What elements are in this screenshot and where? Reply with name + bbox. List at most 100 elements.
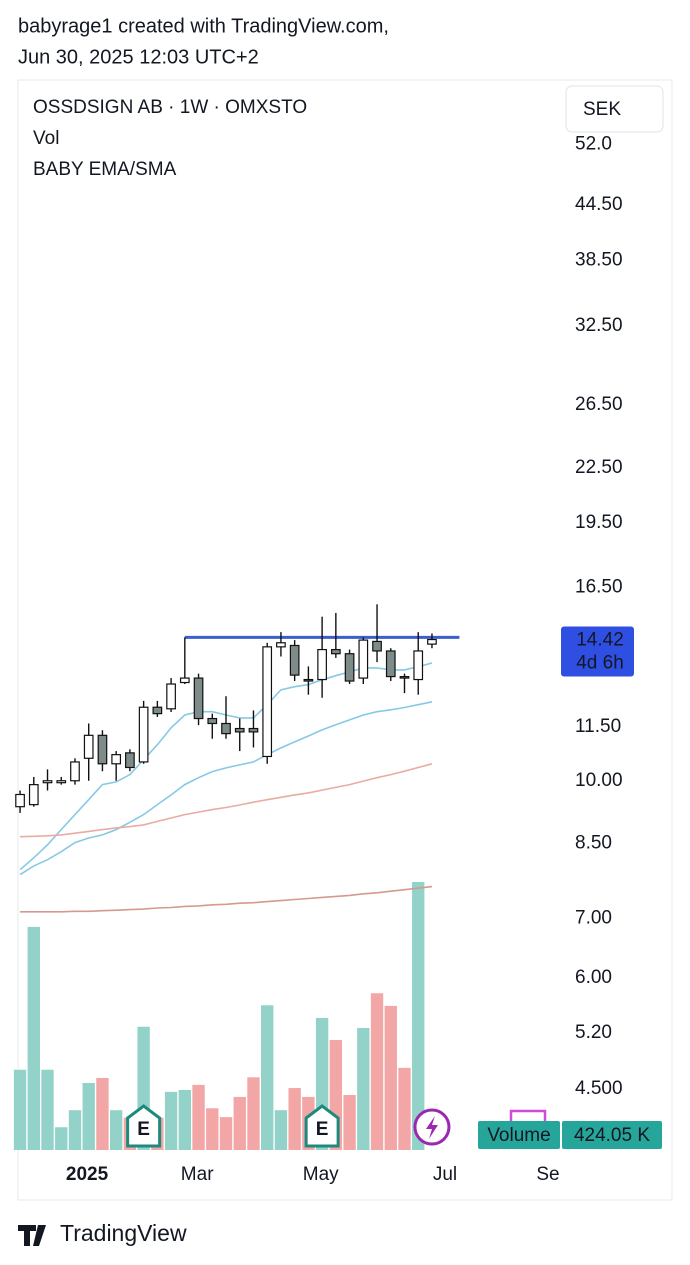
event-label: E [137, 1119, 150, 1140]
volume-bar [206, 1108, 219, 1150]
event-icon [126, 1104, 162, 1148]
candle-body [372, 640, 382, 652]
volume-bar [109, 1110, 123, 1150]
candle-body [303, 678, 314, 682]
volume-name-box [478, 1121, 560, 1149]
y-tick-label: 16.50 [575, 577, 623, 598]
candle-body [111, 754, 122, 765]
volume-bar [288, 1088, 301, 1150]
y-tick-label: 10.00 [575, 770, 623, 791]
y-tick-label: 38.50 [575, 250, 623, 271]
volume-bar [370, 993, 384, 1150]
candle-body [344, 653, 355, 682]
candle-body [125, 752, 135, 769]
candle-body [413, 650, 424, 681]
x-tick-label: Se [536, 1164, 559, 1185]
candle-body [248, 727, 259, 733]
x-tick-label: 2025 [66, 1164, 109, 1185]
candle-body [42, 780, 53, 784]
y-tick-label: 26.50 [575, 394, 623, 415]
logo-icon [18, 1225, 46, 1246]
candle-body [262, 646, 273, 758]
volume-name: Volume [487, 1125, 550, 1146]
candle-body [399, 675, 410, 679]
candle-body [385, 650, 396, 678]
volume-bar [27, 926, 40, 1150]
y-tick-label: 6.00 [575, 967, 612, 988]
candle-body [358, 639, 369, 679]
y-tick-label: 44.50 [575, 194, 623, 215]
brand: TradingView [60, 1220, 187, 1246]
volume-bar [398, 1067, 411, 1150]
candle-body [83, 734, 94, 759]
candle-body [166, 683, 176, 710]
volume-bar [192, 1084, 205, 1150]
candle-body [207, 717, 218, 725]
candle-body [97, 734, 108, 765]
y-tick-label: 52.0 [575, 134, 612, 155]
legend-line: BABY EMA/SMA [33, 159, 177, 180]
volume-bar [178, 1089, 191, 1150]
candle-body [193, 677, 204, 720]
volume-bar [261, 1005, 274, 1150]
y-tick-label: 7.00 [575, 907, 612, 928]
header-line: babyrage1 created with TradingView.com, [18, 15, 389, 37]
volume-bar [384, 1005, 397, 1150]
y-tick-label: 22.50 [575, 457, 623, 478]
countdown: 4d 6h [576, 653, 624, 674]
volume-bar [96, 1077, 109, 1150]
y-tick-label: 11.50 [575, 716, 621, 737]
candle-body [234, 727, 245, 733]
chart-frame [17, 79, 673, 1201]
candle-body [70, 761, 80, 782]
candle-body [179, 677, 190, 684]
volume-bar [343, 1095, 356, 1150]
y-tick-label: 32.50 [575, 315, 623, 336]
dividend-bolt [425, 1116, 438, 1139]
candle-body [289, 644, 300, 676]
x-tick-label: Mar [181, 1164, 214, 1185]
volume-bar [274, 1110, 288, 1150]
volume-value: 424.05 K [574, 1125, 650, 1146]
volume-bar [247, 1077, 260, 1150]
candle-body [330, 648, 341, 655]
x-tick-label: Jul [433, 1164, 457, 1185]
ma-line [19, 662, 433, 871]
candle-body [221, 722, 231, 735]
candle-body [152, 706, 163, 715]
legend-line: Vol [33, 128, 59, 149]
event-icon [304, 1104, 340, 1148]
currency-box[interactable] [565, 85, 664, 133]
y-tick-label: 19.50 [575, 512, 623, 533]
volume-bar [13, 1069, 27, 1150]
volume-bar [233, 1096, 246, 1150]
volume-bar [41, 1069, 54, 1150]
volume-bar [219, 1117, 233, 1150]
candle-body [56, 780, 67, 784]
y-tick-label: 8.50 [575, 832, 612, 853]
y-tick-label: 4.500 [575, 1078, 623, 1099]
volume-bar [164, 1091, 178, 1150]
ma-line [20, 885, 433, 913]
currency: SEK [583, 99, 621, 120]
volume-bar [82, 1083, 95, 1150]
ma-line [19, 701, 433, 876]
candle-body [276, 642, 286, 648]
price-tag-label: 14.42 [576, 630, 624, 651]
event-label: E [316, 1119, 329, 1140]
candle-body [427, 638, 437, 645]
volume-value-box [562, 1121, 662, 1149]
chart-title: OSSDSIGN AB · 1W · OMXSTO [33, 97, 307, 118]
candle-body [317, 648, 327, 681]
candle-body [138, 706, 149, 763]
candle-body [28, 784, 39, 806]
volume-bar [357, 1028, 370, 1150]
price-tag [561, 626, 634, 677]
volume-bar [55, 1127, 68, 1150]
x-tick-label: May [303, 1164, 339, 1185]
candle-body [15, 793, 25, 808]
volume-bar [412, 881, 425, 1150]
volume-bar [68, 1110, 82, 1150]
y-tick-label: 5.20 [575, 1022, 612, 1043]
